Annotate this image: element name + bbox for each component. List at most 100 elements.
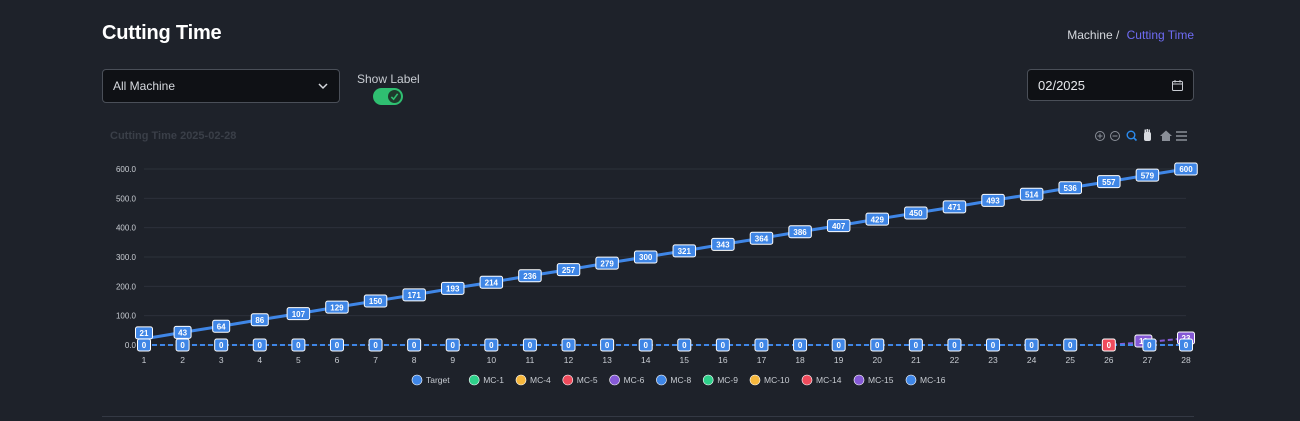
x-tick-label: 21 bbox=[911, 355, 921, 365]
legend-label-mc-6[interactable]: MC-6 bbox=[624, 375, 645, 385]
show-label-toggle[interactable] bbox=[373, 88, 403, 105]
legend-label-mc-8[interactable]: MC-8 bbox=[670, 375, 691, 385]
legend-marker-mc-6[interactable] bbox=[609, 374, 620, 386]
legend-label-mc-1[interactable]: MC-1 bbox=[483, 375, 504, 385]
month-picker-value: 02/2025 bbox=[1038, 77, 1085, 93]
zoom-out-icon[interactable] bbox=[1110, 131, 1120, 141]
menu-icon[interactable] bbox=[1176, 131, 1187, 141]
data-label-mc-zero-box bbox=[754, 338, 769, 352]
y-tick-label: 200.0 bbox=[116, 282, 137, 291]
data-label-mc-zero-box bbox=[407, 338, 422, 352]
data-label-mc16: 0 bbox=[1147, 341, 1152, 350]
toggle-knob bbox=[388, 90, 401, 103]
home-icon[interactable] bbox=[1160, 130, 1172, 142]
data-label-mc-zero: 0 bbox=[296, 341, 301, 350]
data-label-target-box bbox=[286, 307, 311, 321]
data-label-target-box bbox=[1135, 168, 1160, 182]
cutting-time-chart: Cutting Time 2025-02-28 bbox=[110, 129, 1198, 386]
data-label-mc-zero: 0 bbox=[605, 341, 610, 350]
legend-label-mc-4[interactable]: MC-4 bbox=[530, 375, 551, 385]
chevron-down-icon bbox=[318, 83, 328, 90]
x-tick-label: 7 bbox=[373, 355, 378, 365]
data-label-target-box bbox=[981, 193, 1005, 207]
data-label-target: 279 bbox=[600, 259, 614, 268]
x-tick-label: 18 bbox=[795, 355, 805, 365]
legend-marker-mc-16[interactable] bbox=[905, 374, 917, 386]
zoom-select-icon[interactable] bbox=[1126, 130, 1138, 142]
data-label-target: 600 bbox=[1179, 165, 1193, 174]
legend-label-mc-9[interactable]: MC-9 bbox=[717, 375, 738, 385]
data-label-target: 579 bbox=[1141, 171, 1155, 180]
data-label-mc-zero: 0 bbox=[180, 341, 185, 350]
data-label-mc-zero-box bbox=[1024, 338, 1039, 352]
x-tick-label: 17 bbox=[757, 355, 767, 365]
data-label-mc-zero: 0 bbox=[258, 341, 263, 350]
data-label-target-box bbox=[942, 200, 967, 214]
x-tick-label: 14 bbox=[641, 355, 651, 365]
data-label-target: 407 bbox=[832, 222, 846, 231]
x-tick-label: 9 bbox=[450, 355, 455, 365]
legend-label-mc-5[interactable]: MC-5 bbox=[577, 375, 598, 385]
data-label-mc-zero: 0 bbox=[335, 341, 340, 350]
data-label-target-box bbox=[518, 269, 542, 283]
y-tick-label: 600.0 bbox=[116, 165, 137, 174]
data-label-mc-zero: 0 bbox=[219, 341, 224, 350]
data-label-mc-zero: 0 bbox=[142, 341, 147, 350]
legend-marker-target[interactable] bbox=[411, 374, 423, 386]
legend-marker-mc-14[interactable] bbox=[801, 374, 813, 386]
machine-select[interactable]: All Machine bbox=[102, 69, 340, 103]
legend-label-mc-14[interactable]: MC-14 bbox=[816, 375, 842, 385]
y-tick-label: 500.0 bbox=[116, 194, 137, 203]
data-label-mc16: 0 bbox=[1184, 341, 1189, 350]
data-label-mc-zero-box bbox=[947, 338, 962, 352]
data-label-target-box bbox=[363, 294, 388, 308]
data-label-mc-zero: 0 bbox=[875, 341, 880, 350]
x-tick-label: 8 bbox=[412, 355, 417, 365]
legend-marker-mc-15[interactable] bbox=[853, 374, 865, 386]
legend-marker-mc-8[interactable] bbox=[656, 374, 667, 386]
pan-hand-icon[interactable] bbox=[1144, 129, 1151, 141]
data-label-target-box bbox=[325, 300, 349, 314]
data-label-target: 107 bbox=[292, 310, 306, 319]
data-label-mc-zero-box bbox=[908, 338, 923, 352]
legend-marker-mc-5[interactable] bbox=[562, 374, 574, 386]
data-label-target-box bbox=[402, 288, 426, 302]
legend-label-mc-16[interactable]: MC-16 bbox=[920, 375, 946, 385]
zoom-in-icon[interactable] bbox=[1095, 131, 1105, 141]
legend-marker-mc-10[interactable] bbox=[749, 374, 761, 386]
breadcrumb-parent[interactable]: Machine / bbox=[1067, 28, 1120, 42]
legend-label-target[interactable]: Target bbox=[426, 375, 450, 385]
data-label-target-box bbox=[904, 206, 928, 220]
data-label-target: 386 bbox=[793, 228, 807, 237]
x-tick-label: 5 bbox=[296, 355, 301, 365]
data-label-target-box bbox=[1174, 162, 1198, 176]
data-label-target-box bbox=[672, 244, 697, 258]
check-icon bbox=[390, 93, 399, 101]
data-label-mc-zero-box bbox=[561, 338, 576, 352]
data-label-mc-zero-box bbox=[793, 338, 808, 352]
data-label-mc-zero: 0 bbox=[643, 341, 648, 350]
month-picker-input[interactable]: 02/2025 bbox=[1027, 69, 1194, 101]
legend-marker-mc-4[interactable] bbox=[515, 374, 527, 386]
y-tick-label: 100.0 bbox=[116, 312, 137, 321]
legend-label-mc-15[interactable]: MC-15 bbox=[868, 375, 894, 385]
data-label-mc-zero-box bbox=[715, 338, 730, 352]
data-label-target: 171 bbox=[407, 291, 421, 300]
x-tick-label: 22 bbox=[950, 355, 960, 365]
data-label-target: 86 bbox=[255, 316, 264, 325]
x-tick-label: 13 bbox=[602, 355, 612, 365]
legend-marker-mc-9[interactable] bbox=[702, 374, 714, 386]
data-label-target: 321 bbox=[678, 247, 692, 256]
x-tick-label: 28 bbox=[1181, 355, 1191, 365]
legend-marker-mc-1[interactable] bbox=[468, 374, 480, 386]
data-label-mc-zero-box bbox=[291, 338, 306, 352]
data-label-target: 43 bbox=[178, 329, 187, 338]
calendar-icon[interactable] bbox=[1171, 79, 1184, 92]
data-label-mc-zero: 0 bbox=[836, 341, 841, 350]
y-tick-label: 0.0 bbox=[125, 341, 137, 350]
data-label-mc16-box bbox=[1142, 338, 1157, 352]
data-label-target-box bbox=[711, 237, 735, 251]
legend-label-mc-10[interactable]: MC-10 bbox=[764, 375, 790, 385]
data-label-mc-zero-box bbox=[522, 338, 537, 352]
data-label-target: 64 bbox=[217, 322, 226, 331]
